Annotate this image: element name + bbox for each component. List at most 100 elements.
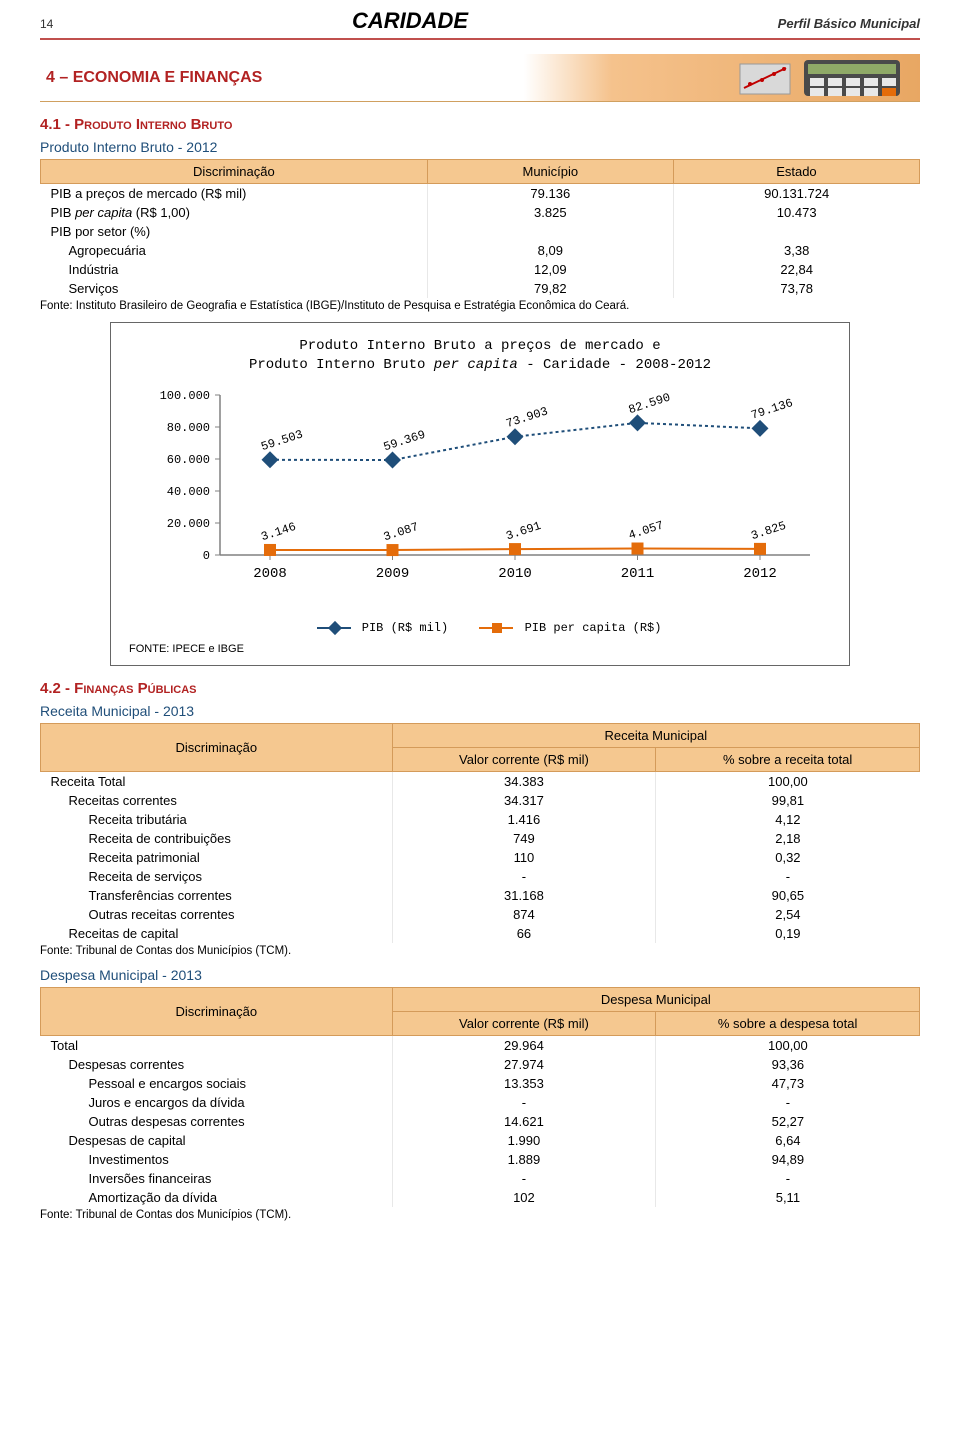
table-cell-label: PIB per capita (R$ 1,00) [41, 203, 428, 222]
table-caption-pib: Produto Interno Bruto - 2012 [40, 139, 920, 155]
table-despesa: Discriminação Despesa Municipal Valor co… [40, 987, 920, 1207]
svg-text:2009: 2009 [376, 566, 410, 582]
table-cell-label: Receita Total [41, 771, 393, 791]
svg-text:3.825: 3.825 [749, 518, 788, 542]
table-cell-label: Receita de serviços [41, 867, 393, 886]
page-header: 14 CARIDADE Perfil Básico Municipal [40, 0, 920, 40]
table-cell: 73,78 [673, 279, 919, 298]
svg-text:80.000: 80.000 [167, 421, 210, 435]
table-cell-label: Despesas correntes [41, 1055, 393, 1074]
svg-text:40.000: 40.000 [167, 485, 210, 499]
table-cell: 13.353 [392, 1074, 656, 1093]
table-cell-label: Pessoal e encargos sociais [41, 1074, 393, 1093]
table-cell-label: Serviços [41, 279, 428, 298]
table-cell-label: Amortização da dívida [41, 1188, 393, 1207]
table-cell: 79.136 [427, 184, 673, 204]
th-est: Estado [673, 160, 919, 184]
table-cell-label: PIB por setor (%) [41, 222, 428, 241]
svg-text:2010: 2010 [498, 566, 532, 582]
table-cell: 874 [392, 905, 656, 924]
table-cell-label: Receita de contribuições [41, 829, 393, 848]
legend-label-2: PIB per capita (R$) [525, 621, 662, 635]
doc-subtitle: Perfil Básico Municipal [720, 16, 920, 31]
legend-marker-square-icon [479, 627, 513, 629]
table-cell: 4,12 [656, 810, 920, 829]
table-cell: 10.473 [673, 203, 919, 222]
subsection-42-title: 4.2 - Finanças Públicas [40, 680, 920, 697]
table-cell-label: Transferências correntes [41, 886, 393, 905]
svg-text:0: 0 [203, 549, 210, 563]
svg-text:59.369: 59.369 [382, 427, 427, 454]
table-cell: 1.416 [392, 810, 656, 829]
table-cell-label: Receita tributária [41, 810, 393, 829]
svg-text:3.087: 3.087 [382, 520, 421, 544]
table-caption-receita: Receita Municipal - 2013 [40, 703, 920, 719]
table-cell-label: Investimentos [41, 1150, 393, 1169]
table-cell-label: Total [41, 1035, 393, 1055]
svg-text:79.136: 79.136 [749, 396, 794, 423]
table-cell: 2,54 [656, 905, 920, 924]
chart-svg: 0 20.000 40.000 60.000 80.000 100.000 2008 2009… [130, 385, 830, 615]
svg-text:2012: 2012 [743, 566, 777, 582]
table-cell-label: Indústria [41, 260, 428, 279]
chart-title-l1: Produto Interno Bruto a preços de mercad… [299, 338, 660, 354]
table-cell: 90,65 [656, 886, 920, 905]
table-cell-label: Receita patrimonial [41, 848, 393, 867]
svg-text:2011: 2011 [621, 566, 655, 582]
table-cell: - [392, 867, 656, 886]
th-pct-r: % sobre a receita total [656, 747, 920, 771]
table-cell: 31.168 [392, 886, 656, 905]
table-cell: 93,36 [656, 1055, 920, 1074]
table-cell: 5,11 [656, 1188, 920, 1207]
svg-text:100.000: 100.000 [160, 389, 210, 403]
table-cell: 34.383 [392, 771, 656, 791]
table-cell: 47,73 [656, 1074, 920, 1093]
section-title: 4 – ECONOMIA E FINANÇAS [40, 69, 262, 87]
section-banner: 4 – ECONOMIA E FINANÇAS [40, 54, 920, 102]
table-cell-label: Despesas de capital [41, 1131, 393, 1150]
table-cell-label: Juros e encargos da dívida [41, 1093, 393, 1112]
th-val-d: Valor corrente (R$ mil) [392, 1011, 656, 1035]
source-receita: Fonte: Tribunal de Contas dos Municípios… [40, 945, 920, 957]
chart-source: FONTE: IPECE e IBGE [129, 643, 831, 655]
svg-text:59.503: 59.503 [259, 427, 304, 454]
legend-label-1: PIB (R$ mil) [362, 621, 448, 635]
svg-text:20.000: 20.000 [167, 517, 210, 531]
table-cell: 8,09 [427, 241, 673, 260]
svg-text:60.000: 60.000 [167, 453, 210, 467]
table-cell: 0,19 [656, 924, 920, 943]
table-cell: 94,89 [656, 1150, 920, 1169]
th-mun: Município [427, 160, 673, 184]
table-cell-label: Inversões financeiras [41, 1169, 393, 1188]
chart-legend: PIB (R$ mil) PIB per capita (R$) [129, 621, 831, 635]
table-cell: 90.131.724 [673, 184, 919, 204]
table-cell: 1.889 [392, 1150, 656, 1169]
table-cell: 110 [392, 848, 656, 867]
svg-text:3.691: 3.691 [504, 519, 543, 543]
svg-text:4.057: 4.057 [627, 518, 666, 542]
table-cell-label: Receitas de capital [41, 924, 393, 943]
svg-text:82.590: 82.590 [627, 390, 672, 417]
table-cell-label: Receitas correntes [41, 791, 393, 810]
table-cell [673, 222, 919, 241]
table-cell: 3,38 [673, 241, 919, 260]
table-cell: 52,27 [656, 1112, 920, 1131]
table-cell: 12,09 [427, 260, 673, 279]
chart-title-l2b: per capita [434, 357, 518, 373]
table-cell-label: Outras despesas correntes [41, 1112, 393, 1131]
table-cell: 27.974 [392, 1055, 656, 1074]
legend-marker-line-icon [317, 627, 351, 629]
source-pib: Fonte: Instituto Brasileiro de Geografia… [40, 300, 920, 312]
table-cell: 99,81 [656, 791, 920, 810]
svg-text:2008: 2008 [253, 566, 287, 582]
th-top-d: Despesa Municipal [392, 987, 919, 1011]
table-cell: 29.964 [392, 1035, 656, 1055]
th-top-r: Receita Municipal [392, 723, 919, 747]
table-receita: Discriminação Receita Municipal Valor co… [40, 723, 920, 943]
table-cell: - [656, 1093, 920, 1112]
table-cell: 100,00 [656, 771, 920, 791]
table-caption-despesa: Despesa Municipal - 2013 [40, 967, 920, 983]
chart-title: Produto Interno Bruto a preços de mercad… [129, 337, 831, 375]
table-cell: 3.825 [427, 203, 673, 222]
th-disc-d: Discriminação [41, 987, 393, 1035]
